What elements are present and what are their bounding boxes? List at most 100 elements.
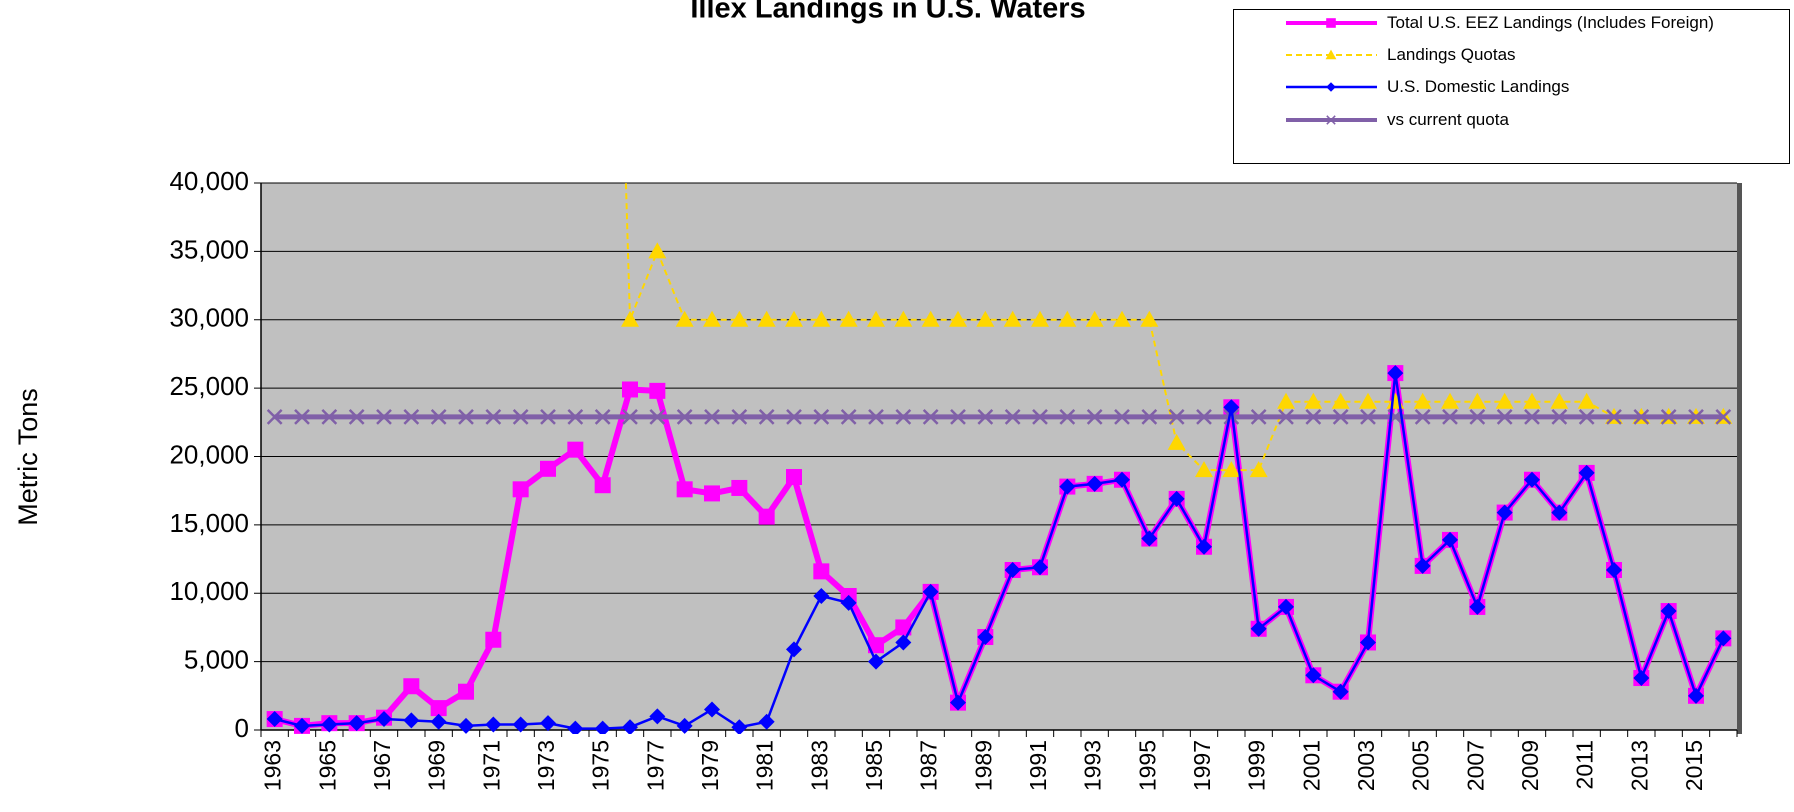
- marker-triangle: [976, 310, 995, 327]
- marker-cross: [376, 408, 392, 425]
- marker-cross: [594, 408, 611, 425]
- marker-diamond: [950, 694, 966, 711]
- marker-cross: [1633, 408, 1650, 425]
- marker-diamond: [1633, 670, 1650, 687]
- x-tick-label: 1975: [588, 740, 614, 791]
- marker-diamond: [1469, 598, 1486, 615]
- marker-diamond: [868, 653, 884, 670]
- x-tick-label: 1997: [1189, 740, 1215, 791]
- y-tick-label: 25,000: [169, 371, 249, 401]
- x-tick-label: 2011: [1572, 740, 1598, 789]
- x-tick-label: 1989: [970, 740, 996, 791]
- marker-cross: [977, 408, 994, 425]
- series-layer: [266, 181, 1733, 734]
- y-tick-label: 15,000: [169, 508, 249, 538]
- marker-triangle: [757, 310, 776, 327]
- legend-entry: Total U.S. EEZ Landings (Includes Foreig…: [1284, 14, 1747, 32]
- legend-entry: Landings Quotas: [1284, 46, 1747, 64]
- y-tick-label: 35,000: [169, 234, 249, 264]
- marker-triangle: [1413, 392, 1432, 409]
- y-axis-title: Metric Tons: [13, 388, 43, 526]
- marker-cross: [1326, 115, 1336, 125]
- x-tick-label: 2001: [1298, 740, 1324, 791]
- marker-cross: [1688, 408, 1704, 425]
- marker-diamond: [1196, 538, 1212, 555]
- marker-cross: [1524, 408, 1540, 425]
- legend: Total U.S. EEZ Landings (Includes Foreig…: [1233, 9, 1790, 164]
- marker-diamond: [758, 713, 775, 730]
- legend-label: Total U.S. EEZ Landings (Includes Foreig…: [1387, 13, 1714, 32]
- marker-diamond: [676, 717, 693, 734]
- marker-diamond: [321, 716, 338, 733]
- marker-triangle: [949, 310, 967, 327]
- marker-diamond: [1223, 399, 1240, 416]
- marker-triangle: [894, 310, 913, 327]
- legend-entry: vs current quota: [1284, 111, 1747, 129]
- marker-triangle: [1304, 392, 1323, 409]
- marker-diamond: [786, 641, 802, 658]
- marker-triangle: [1249, 461, 1268, 478]
- marker-diamond: [485, 716, 502, 733]
- marker-diamond: [1332, 683, 1349, 700]
- marker-cross: [1114, 408, 1130, 425]
- marker-cross: [622, 408, 638, 425]
- marker-diamond: [1387, 365, 1404, 382]
- marker-triangle: [675, 310, 694, 327]
- marker-triangle: [1222, 461, 1241, 478]
- marker-cross: [758, 408, 775, 425]
- marker-square: [813, 563, 830, 580]
- marker-triangle: [867, 310, 885, 327]
- marker-triangle: [1085, 310, 1104, 327]
- x-tick-label: 1965: [314, 740, 340, 791]
- marker-triangle: [812, 310, 831, 327]
- marker-triangle: [703, 310, 721, 327]
- marker-square: [895, 619, 912, 636]
- x-tick-label: 1991: [1025, 740, 1051, 791]
- y-tick-label: 10,000: [169, 576, 249, 606]
- marker-diamond: [266, 711, 283, 728]
- marker-cross: [813, 408, 830, 425]
- marker-cross: [786, 408, 802, 425]
- legend-swatch: [1286, 49, 1377, 60]
- marker-diamond: [1278, 598, 1294, 615]
- marker-diamond: [731, 719, 748, 734]
- marker-triangle: [1359, 392, 1377, 409]
- marker-diamond: [704, 701, 720, 718]
- marker-cross: [868, 408, 884, 425]
- marker-triangle: [1577, 392, 1596, 409]
- x-tick-label: 1981: [752, 740, 778, 791]
- marker-square: [430, 700, 447, 717]
- marker-triangle: [1113, 310, 1131, 327]
- marker-square: [731, 479, 748, 496]
- marker-cross: [676, 408, 693, 425]
- x-tick-label: 1983: [806, 740, 832, 791]
- legend-label: vs current quota: [1387, 110, 1509, 129]
- x-tick-label: 1985: [861, 740, 887, 791]
- x-tick-label: 1977: [642, 740, 668, 791]
- marker-cross: [649, 408, 666, 425]
- marker-square: [786, 469, 802, 486]
- marker-diamond: [1414, 557, 1431, 574]
- x-tick-label: 1999: [1244, 740, 1270, 791]
- legend-swatch: [1286, 82, 1377, 92]
- marker-square: [676, 481, 693, 498]
- marker-cross: [731, 408, 748, 425]
- marker-triangle: [785, 310, 803, 327]
- marker-diamond: [1032, 559, 1048, 576]
- marker-cross: [1141, 408, 1158, 425]
- marker-cross: [1414, 408, 1431, 425]
- marker-square: [567, 441, 584, 458]
- marker-diamond: [1496, 504, 1513, 521]
- marker-diamond: [430, 713, 447, 730]
- marker-square: [622, 381, 638, 398]
- marker-square: [758, 508, 775, 525]
- marker-triangle: [1031, 310, 1049, 327]
- x-tick-label: 2015: [1681, 740, 1707, 791]
- marker-square: [485, 631, 502, 648]
- marker-cross: [1469, 408, 1486, 425]
- marker-diamond: [594, 720, 611, 734]
- x-tick-label: 1973: [533, 740, 559, 791]
- marker-square: [868, 637, 884, 654]
